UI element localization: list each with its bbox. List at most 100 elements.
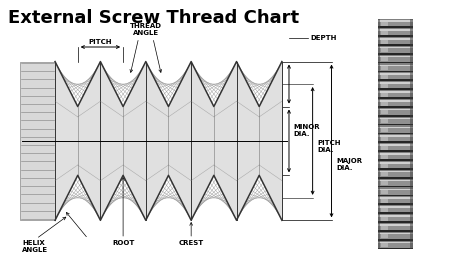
Text: PITCH
DIA.: PITCH DIA. [318,140,341,153]
Bar [382,137,389,141]
Bar [378,181,413,186]
Bar [378,19,413,250]
Bar [382,93,389,97]
Bar [378,70,413,72]
Bar [382,234,389,238]
Bar [378,110,413,115]
Bar [382,119,389,123]
Bar [378,234,413,239]
Bar [378,52,413,55]
Bar [382,190,389,194]
Text: CREST: CREST [179,240,204,246]
Text: MAJOR
DIA.: MAJOR DIA. [336,158,363,171]
Bar [378,242,413,243]
Bar [378,106,413,108]
Bar [382,164,389,168]
Bar [378,92,413,97]
Bar [378,154,413,159]
Bar [378,74,413,80]
Bar [378,114,413,117]
Bar [382,22,389,26]
Bar [378,97,413,99]
Bar [378,123,413,126]
Bar [378,82,413,84]
Bar [378,146,413,150]
Bar [382,155,389,159]
Bar [378,136,413,142]
Polygon shape [55,61,282,220]
Bar [378,101,413,106]
Bar [378,225,413,230]
Bar [382,199,389,203]
Bar [378,207,413,212]
Bar [378,118,413,119]
Bar [378,238,413,240]
Bar [378,26,413,28]
Bar [378,224,413,226]
Bar [378,66,413,70]
Bar [382,128,389,132]
Bar [378,91,413,93]
Bar [378,185,413,188]
Bar [378,79,413,81]
Bar [378,230,413,232]
Bar [382,181,389,185]
Bar [378,243,413,248]
Text: THREAD
ANGLE: THREAD ANGLE [130,23,162,36]
Bar [378,132,413,134]
Bar [378,22,413,26]
Bar [378,109,413,110]
Bar [378,221,413,223]
Bar [378,128,413,132]
Bar [378,88,413,90]
Bar [378,47,413,48]
Bar [378,203,413,205]
Bar [382,48,389,52]
Bar [378,119,413,124]
Bar [378,247,413,250]
Text: MINOR
DIA.: MINOR DIA. [294,124,320,137]
Bar [410,19,413,250]
Bar [378,168,413,170]
Bar [378,190,413,194]
Bar [382,110,389,114]
Text: External Screw Thread Chart: External Screw Thread Chart [8,9,299,27]
Bar [378,19,381,250]
Bar [382,31,389,35]
Bar [378,135,413,137]
Bar [378,127,413,128]
Bar [378,57,413,62]
Bar [382,172,389,176]
Bar [378,61,413,64]
Bar [378,20,413,22]
Bar [382,40,389,44]
Bar [378,216,413,221]
Bar [378,150,413,152]
Bar [382,226,389,230]
Bar [382,102,389,106]
Bar [378,44,413,46]
Bar [378,176,413,178]
Bar [378,48,413,53]
Bar [378,73,413,75]
Bar [382,66,389,70]
Text: HELIX
ANGLE: HELIX ANGLE [22,240,48,253]
Bar [378,162,413,164]
Text: DEPTH: DEPTH [310,35,337,41]
Bar [382,75,389,79]
Text: ROOT: ROOT [112,240,134,246]
Bar [19,61,55,220]
Bar [382,243,389,247]
Bar [378,189,413,190]
Bar [378,233,413,234]
Bar [378,100,413,102]
Bar [378,172,413,177]
Bar [378,38,413,40]
Bar [378,171,413,172]
Bar [378,153,413,155]
Text: PITCH: PITCH [89,39,112,45]
Bar [382,217,389,221]
Bar [378,198,413,203]
Bar [378,144,413,146]
Bar [378,212,413,214]
